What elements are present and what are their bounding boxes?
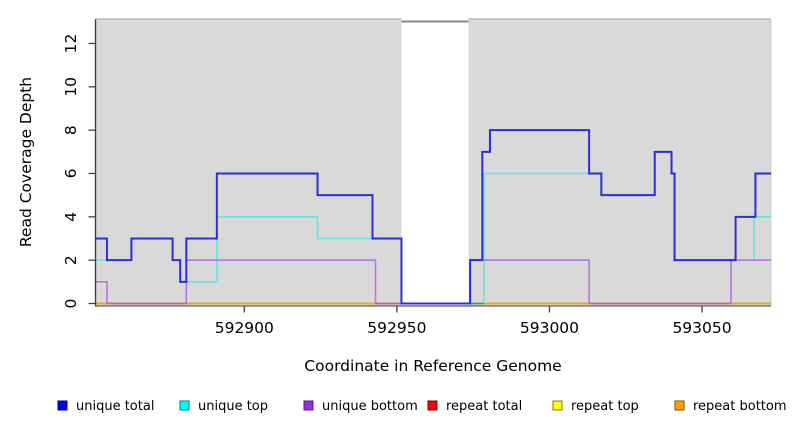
x-axis-title: Coordinate in Reference Genome	[304, 357, 561, 375]
y-tick-label: 0	[62, 299, 80, 309]
x-tick-label: 593050	[672, 319, 731, 337]
legend-label-unique-bottom: unique bottom	[322, 399, 418, 414]
legend-swatch-unique-bottom	[303, 400, 314, 411]
legend-label-repeat-bottom: repeat bottom	[693, 399, 787, 414]
series-line-unique-total	[96, 129, 771, 305]
legend-swatch-repeat-bottom	[674, 400, 685, 411]
masked-region	[401, 11, 469, 305]
y-tick-label: 10	[62, 77, 80, 97]
y-tick-label: 6	[62, 169, 80, 179]
y-tick-label: 8	[62, 125, 80, 135]
legend-label-unique-top: unique top	[198, 399, 268, 414]
y-tick-label: 2	[62, 255, 80, 265]
y-tick-label: 12	[62, 34, 80, 54]
legend-label-repeat-total: repeat total	[446, 399, 522, 414]
legend-label-unique-total: unique total	[76, 399, 154, 414]
legend-swatch-unique-total	[57, 400, 68, 411]
x-tick-label: 592900	[215, 319, 274, 337]
legend-label-repeat-top: repeat top	[571, 399, 639, 414]
legend-swatch-repeat-total	[427, 400, 438, 411]
y-axis-title: Read Coverage Depth	[17, 77, 35, 247]
legend-swatch-unique-top	[179, 400, 190, 411]
x-tick-label: 592950	[367, 319, 426, 337]
y-tick-label: 4	[62, 212, 80, 222]
legend-swatch-repeat-top	[552, 400, 563, 411]
x-tick-label: 593000	[520, 319, 579, 337]
